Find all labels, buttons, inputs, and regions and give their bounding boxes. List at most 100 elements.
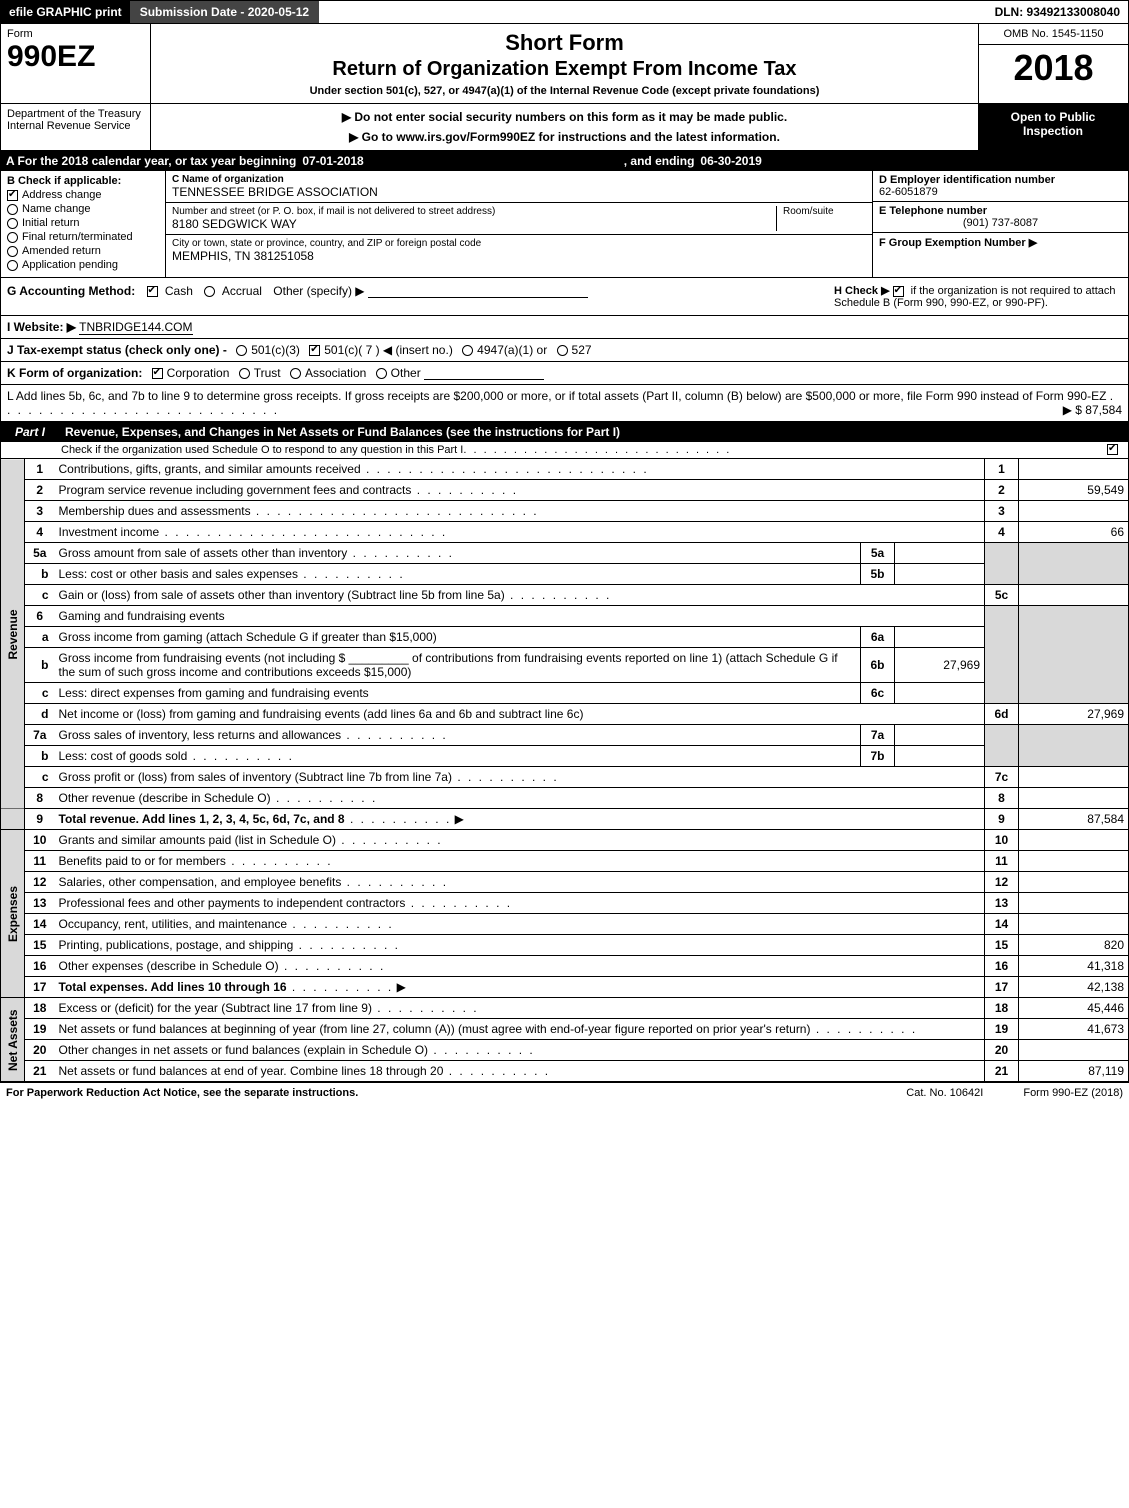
checkbox-schedule-o[interactable]	[1107, 444, 1118, 455]
inner-box-no: 6a	[861, 627, 895, 648]
checkbox-501c3[interactable]	[236, 345, 247, 356]
dots-icon	[336, 833, 443, 847]
website-label: I Website: ▶	[7, 320, 76, 334]
room-label: Room/suite	[783, 206, 866, 217]
line-no: 18	[25, 998, 55, 1019]
j-label: J Tax-exempt status (check only one) -	[7, 343, 227, 357]
line-value: 59,549	[1019, 480, 1129, 501]
checkbox-address-change[interactable]	[7, 190, 18, 201]
checkbox-application-pending[interactable]	[7, 260, 18, 271]
checkbox-initial-return[interactable]	[7, 218, 18, 229]
checkbox-corp[interactable]	[152, 368, 163, 379]
checkbox-assoc[interactable]	[290, 368, 301, 379]
part-i-sub: Check if the organization used Schedule …	[0, 442, 1129, 459]
line-desc: Program service revenue including govern…	[59, 483, 412, 497]
dots-icon	[341, 728, 448, 742]
line-box-no: 14	[985, 914, 1019, 935]
dots-icon	[411, 483, 518, 497]
line-desc: Other changes in net assets or fund bala…	[59, 1043, 429, 1057]
year-end: 06-30-2019	[700, 154, 761, 168]
year-prefix: A For the 2018 calendar year, or tax yea…	[6, 154, 296, 168]
line-value	[1019, 830, 1129, 851]
checkbox-name-change[interactable]	[7, 204, 18, 215]
spacer	[319, 1, 986, 23]
checkbox-other-org[interactable]	[376, 368, 387, 379]
line-5c: c Gain or (loss) from sale of assets oth…	[1, 585, 1129, 606]
section-expenses-label: Expenses	[1, 830, 25, 998]
shaded-cell	[1019, 725, 1129, 767]
line-desc: Total expenses. Add lines 10 through 16	[59, 980, 287, 994]
dots-icon	[226, 854, 333, 868]
line-desc: Net assets or fund balances at end of ye…	[59, 1064, 444, 1078]
line-box-no: 20	[985, 1040, 1019, 1061]
footer-left: For Paperwork Reduction Act Notice, see …	[6, 1087, 358, 1099]
line-no: 14	[25, 914, 55, 935]
line-no: 16	[25, 956, 55, 977]
dots-icon	[452, 770, 559, 784]
part-i-header: Part I Revenue, Expenses, and Changes in…	[0, 422, 1129, 442]
label-501c3: 501(c)(3)	[251, 343, 300, 357]
line-value	[1019, 585, 1129, 606]
line-desc: Excess or (deficit) for the year (Subtra…	[59, 1001, 372, 1015]
checkbox-trust[interactable]	[239, 368, 250, 379]
other-org-field[interactable]	[424, 379, 544, 380]
line-no: b	[25, 564, 55, 585]
efile-print-label[interactable]: efile GRAPHIC print	[1, 1, 130, 23]
checkbox-h[interactable]	[893, 286, 904, 297]
org-name-label: C Name of organization	[172, 174, 866, 185]
other-specify-field[interactable]	[368, 297, 588, 298]
line-value	[1019, 1040, 1129, 1061]
shaded-cell	[985, 725, 1019, 767]
footer-center: Cat. No. 10642I	[906, 1087, 983, 1099]
omb-number: OMB No. 1545-1150	[979, 24, 1128, 45]
tel-label: E Telephone number	[879, 205, 1122, 217]
box-b-label: B Check if applicable:	[7, 175, 159, 187]
dept-block: Department of the Treasury Internal Reve…	[1, 104, 151, 150]
dots-icon	[372, 1001, 479, 1015]
year-begin: 07-01-2018	[302, 154, 363, 168]
dots-icon	[279, 959, 386, 973]
line-desc: Gross amount from sale of assets other t…	[59, 546, 348, 560]
line-box-no: 5c	[985, 585, 1019, 606]
line-no: 21	[25, 1061, 55, 1082]
checkbox-final-return[interactable]	[7, 232, 18, 243]
line-box-no: 12	[985, 872, 1019, 893]
inner-value	[895, 564, 985, 585]
line-value	[1019, 914, 1129, 935]
dots-icon	[159, 525, 447, 539]
l-text: L Add lines 5b, 6c, and 7b to line 9 to …	[7, 389, 1106, 403]
notice-link[interactable]: ▶ Go to www.irs.gov/Form990EZ for instru…	[155, 130, 974, 144]
dots-icon	[405, 896, 512, 910]
line-box-no: 1	[985, 459, 1019, 480]
label-initial-return: Initial return	[22, 217, 79, 229]
part-i-title: Revenue, Expenses, and Changes in Net As…	[59, 422, 1128, 442]
return-title: Return of Organization Exempt From Incom…	[157, 58, 972, 81]
inner-box-no: 5a	[861, 543, 895, 564]
checkbox-cash[interactable]	[147, 286, 158, 297]
line-12: 12 Salaries, other compensation, and emp…	[1, 872, 1129, 893]
box-b: B Check if applicable: Address change Na…	[1, 171, 166, 277]
label-4947: 4947(a)(1) or	[477, 343, 547, 357]
checkbox-501c[interactable]	[309, 345, 320, 356]
dots-icon	[345, 812, 452, 826]
checkbox-amended-return[interactable]	[7, 246, 18, 257]
dept-irs: Internal Revenue Service	[7, 120, 144, 132]
inner-box-no: 7b	[861, 746, 895, 767]
label-name-change: Name change	[22, 203, 91, 215]
line-no: 11	[25, 851, 55, 872]
line-no: c	[25, 683, 55, 704]
checkbox-4947[interactable]	[462, 345, 473, 356]
line-value: 820	[1019, 935, 1129, 956]
checkbox-527[interactable]	[557, 345, 568, 356]
line-value: 41,318	[1019, 956, 1129, 977]
line-3: 3 Membership dues and assessments 3	[1, 501, 1129, 522]
line-no: b	[25, 648, 55, 683]
website-value[interactable]: TNBRIDGE144.COM	[79, 320, 192, 335]
label-other-specify: Other (specify) ▶	[273, 284, 364, 298]
dots-icon	[287, 917, 394, 931]
footer-right: Form 990-EZ (2018)	[1023, 1087, 1123, 1099]
form-number-block: Form 990EZ	[1, 24, 151, 103]
checkbox-accrual[interactable]	[204, 286, 215, 297]
box-c: C Name of organization TENNESSEE BRIDGE …	[166, 171, 873, 277]
label-other-org: Other	[391, 366, 421, 380]
